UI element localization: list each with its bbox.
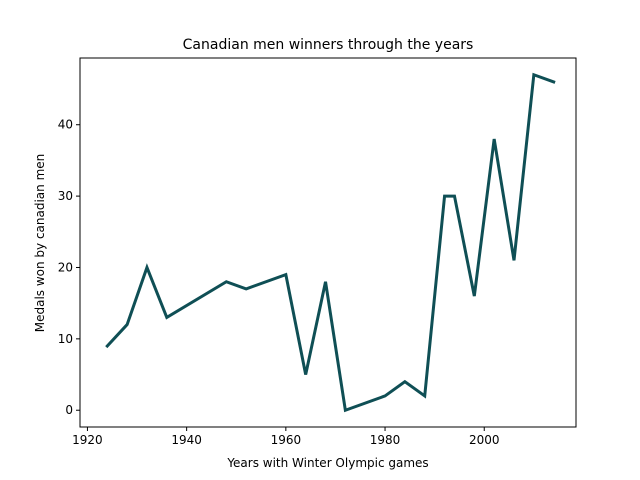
x-tick-label: 1980 xyxy=(370,433,401,447)
y-tick-label: 40 xyxy=(58,118,73,132)
y-tick-label: 30 xyxy=(58,189,73,203)
y-tick-label: 20 xyxy=(58,260,73,274)
plot-area xyxy=(80,58,576,427)
x-tick-label: 2000 xyxy=(469,433,500,447)
chart-title: Canadian men winners through the years xyxy=(183,37,474,53)
y-tick-label: 10 xyxy=(58,332,73,346)
x-tick-label: 1920 xyxy=(72,433,103,447)
x-axis-ticks: 1920 1940 1960 1980 2000 xyxy=(72,427,500,447)
series-line xyxy=(105,72,556,413)
plot-frame xyxy=(79,57,577,428)
x-tick-label: 1940 xyxy=(171,433,202,447)
y-tick-label: 0 xyxy=(65,403,73,417)
x-axis-label: Years with Winter Olympic games xyxy=(226,456,428,470)
y-axis-label: Medals won by canadian men xyxy=(33,154,47,333)
y-axis-ticks: 0 10 20 30 40 xyxy=(58,118,80,417)
x-tick-label: 1960 xyxy=(271,433,302,447)
series-layer xyxy=(105,72,556,413)
